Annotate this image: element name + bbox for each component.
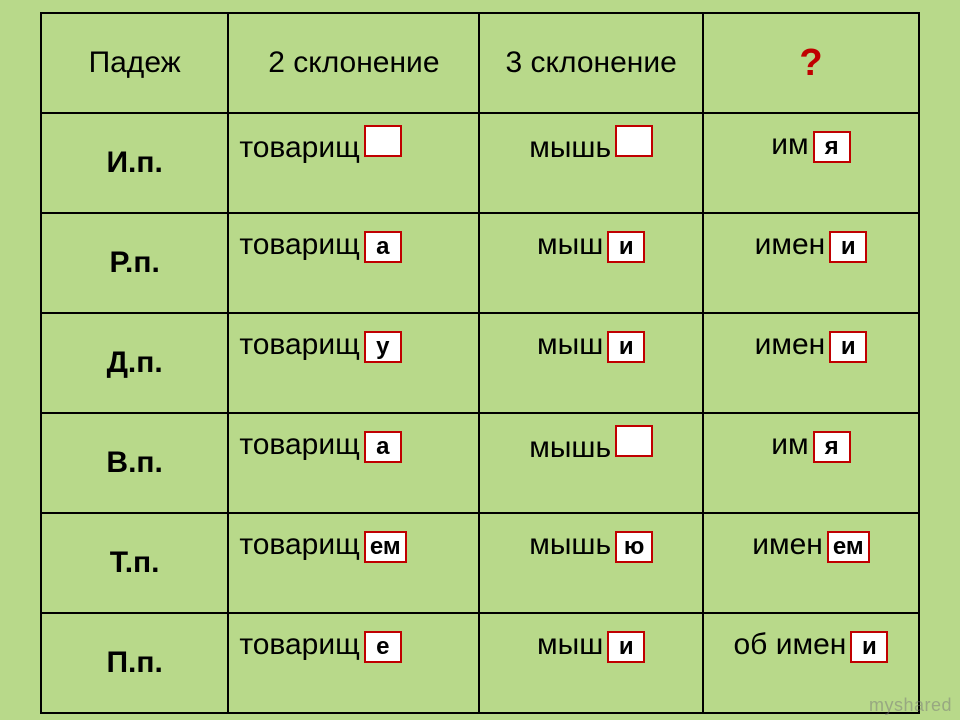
stem: мыш: [537, 328, 603, 362]
table-row: И.п. товарищ мышь им я: [41, 113, 919, 213]
cell-q: им я: [703, 113, 919, 213]
cell-decl3: мышь: [479, 413, 702, 513]
ending-box: ю: [615, 531, 653, 563]
cell-decl2: товарищ а: [228, 413, 479, 513]
ending-box: и: [607, 631, 645, 663]
cell-decl2: товарищ у: [228, 313, 479, 413]
case-label: В.п.: [41, 413, 228, 513]
header-question: ?: [703, 13, 919, 113]
stem: мышь: [529, 528, 611, 562]
case-label: П.п.: [41, 613, 228, 713]
table-row: Р.п. товарищ а мыш и имен и: [41, 213, 919, 313]
case-label: И.п.: [41, 113, 228, 213]
cell-q: имен и: [703, 213, 919, 313]
ending-box: и: [829, 231, 867, 263]
table-row: Д.п. товарищ у мыш и имен и: [41, 313, 919, 413]
ending-box: и: [850, 631, 888, 663]
ending-box: а: [364, 431, 402, 463]
ending-box: [364, 125, 402, 157]
cell-decl3: мыш и: [479, 613, 702, 713]
stem: товарищ: [239, 528, 360, 562]
ending-box: и: [829, 331, 867, 363]
header-decl2: 2 склонение: [228, 13, 479, 113]
stem: имен: [752, 528, 823, 562]
stem: товарищ: [239, 428, 360, 462]
cell-decl2: товарищ: [228, 113, 479, 213]
ending-box: е: [364, 631, 402, 663]
stem: им: [771, 428, 808, 462]
case-label: Р.п.: [41, 213, 228, 313]
stem: имен: [755, 228, 826, 262]
cell-decl2: товарищ а: [228, 213, 479, 313]
ending-box: [615, 425, 653, 457]
ending-box: и: [607, 231, 645, 263]
ending-box: я: [813, 131, 851, 163]
header-row: Падеж 2 склонение 3 склонение ?: [41, 13, 919, 113]
ending-box: ем: [364, 531, 407, 563]
cell-q: имен и: [703, 313, 919, 413]
ending-box: а: [364, 231, 402, 263]
ending-box: у: [364, 331, 402, 363]
stem: товарищ: [239, 328, 360, 362]
watermark: myshared: [869, 695, 952, 716]
stem: товарищ: [239, 228, 360, 262]
case-label: Т.п.: [41, 513, 228, 613]
table-row: В.п. товарищ а мышь им я: [41, 413, 919, 513]
cell-q: им я: [703, 413, 919, 513]
table-row: Т.п. товарищ ем мышь ю имен ем: [41, 513, 919, 613]
cell-decl3: мыш и: [479, 313, 702, 413]
stem: мышь: [529, 431, 611, 465]
stem: имен: [755, 328, 826, 362]
stem: мышь: [529, 131, 611, 165]
stem: об имен: [734, 628, 847, 662]
stem: товарищ: [239, 131, 360, 165]
declension-table-wrap: Падеж 2 склонение 3 склонение ? И.п. тов…: [40, 12, 920, 714]
stem: мыш: [537, 628, 603, 662]
ending-box: [615, 125, 653, 157]
declension-table: Падеж 2 склонение 3 склонение ? И.п. тов…: [40, 12, 920, 714]
stem: мыш: [537, 228, 603, 262]
table-row: П.п. товарищ е мыш и об имен и: [41, 613, 919, 713]
cell-decl2: товарищ е: [228, 613, 479, 713]
cell-q: имен ем: [703, 513, 919, 613]
stem: товарищ: [239, 628, 360, 662]
header-decl3: 3 склонение: [479, 13, 702, 113]
cell-decl3: мышь ю: [479, 513, 702, 613]
stem: им: [771, 128, 808, 162]
ending-box: ем: [827, 531, 870, 563]
cell-decl3: мыш и: [479, 213, 702, 313]
ending-box: я: [813, 431, 851, 463]
cell-decl2: товарищ ем: [228, 513, 479, 613]
ending-box: и: [607, 331, 645, 363]
cell-decl3: мышь: [479, 113, 702, 213]
header-case: Падеж: [41, 13, 228, 113]
case-label: Д.п.: [41, 313, 228, 413]
